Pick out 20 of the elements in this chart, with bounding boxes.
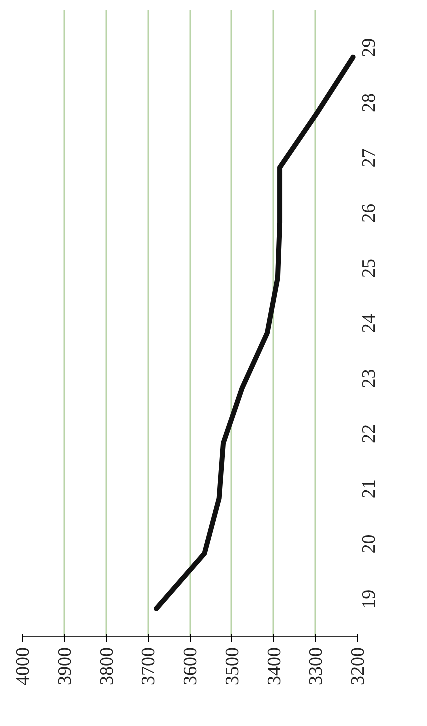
y-tick-label: 22 xyxy=(359,424,380,444)
x-tick-label: 3700 xyxy=(138,648,160,686)
x-tick-label: 4000 xyxy=(13,648,34,686)
y-tick-label: 29 xyxy=(359,38,380,58)
y-tick-label: 19 xyxy=(359,590,380,609)
x-tick-label: 3600 xyxy=(180,648,202,686)
y-tick-label: 21 xyxy=(359,480,380,499)
x-tick-label: 3400 xyxy=(264,648,286,686)
x-tick-label: 3800 xyxy=(96,648,118,686)
y-tick-label: 20 xyxy=(359,534,380,554)
y-tick-label: 26 xyxy=(359,204,380,223)
x-tick-label: 3900 xyxy=(54,648,76,686)
y-tick-label: 27 xyxy=(359,148,380,168)
x-tick-label: 3300 xyxy=(306,648,328,686)
y-tick-label: 23 xyxy=(359,369,380,388)
y-tick-label: 25 xyxy=(359,259,380,278)
y-tick-label: 24 xyxy=(359,314,380,334)
y-tick-label: 28 xyxy=(359,94,380,113)
x-tick-label: 3200 xyxy=(348,648,369,686)
x-tick-label: 3500 xyxy=(222,648,244,686)
